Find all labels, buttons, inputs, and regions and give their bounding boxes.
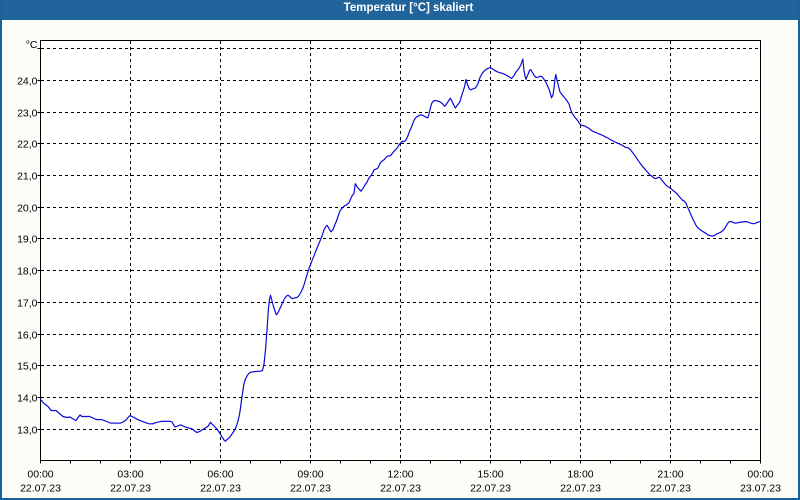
svg-text:22.07.23: 22.07.23 <box>200 483 241 495</box>
svg-text:°C: °C <box>26 39 38 51</box>
svg-text:15:00: 15:00 <box>477 469 503 481</box>
svg-text:22.07.23: 22.07.23 <box>650 483 691 495</box>
svg-text:12:00: 12:00 <box>387 469 413 481</box>
svg-text:17,0: 17,0 <box>17 297 38 309</box>
svg-text:18,0: 18,0 <box>17 265 38 277</box>
svg-text:03:00: 03:00 <box>117 469 143 481</box>
svg-text:22.07.23: 22.07.23 <box>560 483 601 495</box>
svg-text:23,0: 23,0 <box>17 107 38 119</box>
svg-text:20,0: 20,0 <box>17 202 38 214</box>
svg-text:24,0: 24,0 <box>17 75 38 87</box>
svg-text:22,0: 22,0 <box>17 138 38 150</box>
svg-text:23.07.23: 23.07.23 <box>740 483 781 495</box>
svg-text:22.07.23: 22.07.23 <box>290 483 331 495</box>
svg-text:22.07.23: 22.07.23 <box>470 483 511 495</box>
svg-text:14,0: 14,0 <box>17 392 38 404</box>
svg-text:00:00: 00:00 <box>27 469 53 481</box>
svg-text:15,0: 15,0 <box>17 360 38 372</box>
svg-text:16,0: 16,0 <box>17 329 38 341</box>
svg-text:22.07.23: 22.07.23 <box>20 483 61 495</box>
svg-text:19,0: 19,0 <box>17 233 38 245</box>
svg-text:13,0: 13,0 <box>17 424 38 436</box>
svg-text:21,0: 21,0 <box>17 170 38 182</box>
svg-text:06:00: 06:00 <box>207 469 233 481</box>
svg-text:21:00: 21:00 <box>657 469 683 481</box>
svg-text:22.07.23: 22.07.23 <box>110 483 151 495</box>
svg-text:09:00: 09:00 <box>297 469 323 481</box>
svg-text:00:00: 00:00 <box>747 469 773 481</box>
svg-text:18:00: 18:00 <box>567 469 593 481</box>
svg-text:22.07.23: 22.07.23 <box>380 483 421 495</box>
